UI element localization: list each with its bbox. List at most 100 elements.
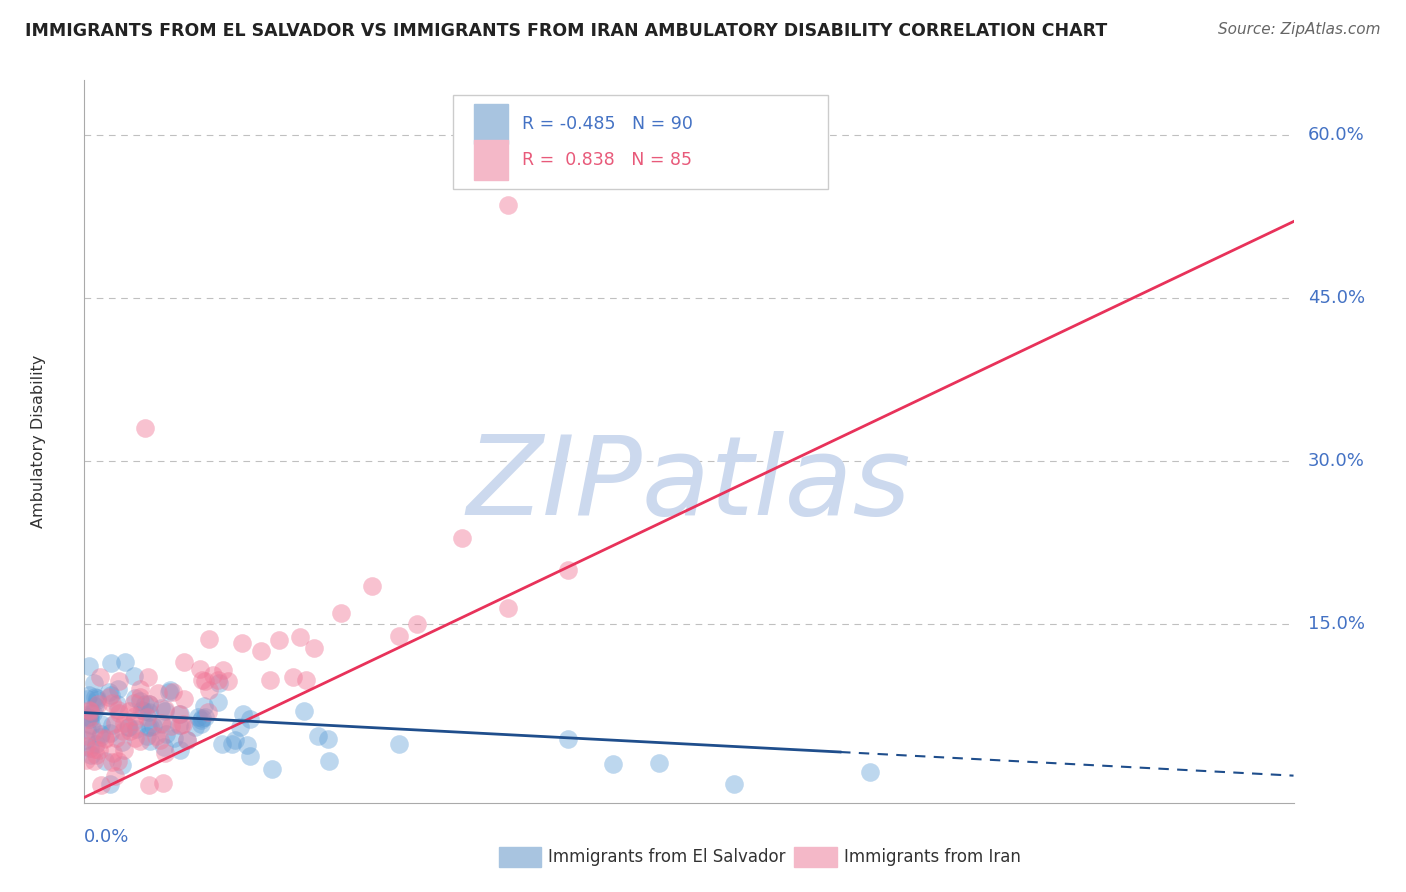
Point — [307, 729, 329, 743]
Point — [97, 685, 120, 699]
Point — [557, 731, 579, 746]
Point — [104, 769, 127, 783]
Point — [267, 633, 290, 648]
Point — [118, 720, 141, 734]
Point — [139, 720, 162, 734]
FancyBboxPatch shape — [474, 140, 508, 179]
Point — [94, 731, 117, 745]
Point — [176, 732, 198, 747]
Point — [208, 676, 231, 690]
Point — [100, 657, 122, 671]
Point — [207, 673, 229, 687]
Point — [134, 421, 156, 435]
Point — [93, 754, 115, 768]
Point — [77, 688, 100, 702]
Point — [152, 775, 174, 789]
Point — [150, 716, 173, 731]
Point — [111, 758, 134, 772]
Point — [302, 641, 325, 656]
Text: Ambulatory Disability: Ambulatory Disability — [31, 355, 46, 528]
Point — [124, 722, 146, 736]
Point — [138, 697, 160, 711]
Point — [217, 673, 239, 688]
Point — [190, 713, 212, 727]
Point — [108, 706, 131, 720]
Point — [496, 198, 519, 212]
Point — [108, 674, 131, 689]
Point — [89, 730, 111, 744]
Point — [236, 738, 259, 752]
Point — [557, 562, 579, 576]
FancyBboxPatch shape — [453, 95, 828, 189]
Text: Immigrants from Iran: Immigrants from Iran — [844, 848, 1021, 866]
Point — [105, 697, 128, 711]
Point — [89, 670, 111, 684]
Point — [79, 741, 101, 756]
Point — [77, 710, 100, 724]
Text: ZIPatlas: ZIPatlas — [467, 432, 911, 539]
Point — [84, 738, 107, 752]
Point — [194, 710, 217, 724]
Point — [169, 718, 191, 732]
Point — [184, 720, 207, 734]
Point — [723, 777, 745, 791]
Point — [83, 676, 105, 690]
Point — [169, 707, 191, 722]
Point — [260, 762, 283, 776]
Point — [191, 711, 214, 725]
Point — [114, 655, 136, 669]
Point — [114, 743, 136, 757]
Point — [139, 734, 162, 748]
Point — [159, 683, 181, 698]
Text: R =  0.838   N = 85: R = 0.838 N = 85 — [522, 151, 692, 169]
Point — [451, 531, 474, 545]
Point — [231, 636, 253, 650]
Point — [134, 697, 156, 711]
Point — [107, 682, 129, 697]
Point — [124, 708, 146, 723]
Point — [224, 732, 246, 747]
Point — [149, 733, 172, 747]
Point — [122, 714, 145, 729]
Point — [101, 755, 124, 769]
Point — [80, 747, 103, 762]
Point — [138, 779, 160, 793]
Point — [94, 732, 117, 747]
Point — [138, 697, 160, 711]
Point — [602, 756, 624, 771]
Point — [221, 737, 243, 751]
Text: 15.0%: 15.0% — [1308, 615, 1365, 632]
Point — [239, 749, 262, 764]
Point — [859, 765, 882, 780]
Point — [259, 673, 281, 688]
Point — [155, 727, 177, 741]
Point — [197, 705, 219, 719]
Point — [229, 720, 252, 734]
Point — [79, 704, 101, 718]
Point — [318, 754, 340, 768]
Point — [150, 717, 173, 731]
Point — [104, 731, 127, 746]
Point — [76, 692, 98, 706]
Point — [83, 754, 105, 768]
Text: 60.0%: 60.0% — [1308, 126, 1365, 144]
Point — [100, 726, 122, 740]
Point — [170, 718, 193, 732]
Point — [288, 631, 311, 645]
Point — [136, 710, 159, 724]
Point — [87, 697, 110, 711]
Point — [198, 632, 221, 647]
Point — [77, 713, 100, 727]
Point — [129, 734, 152, 748]
Point — [107, 754, 129, 768]
Point — [97, 690, 120, 705]
Point — [150, 701, 173, 715]
Point — [89, 743, 111, 757]
Point — [124, 669, 146, 683]
Point — [648, 756, 671, 770]
Point — [330, 607, 353, 621]
Point — [84, 699, 107, 714]
Point — [107, 703, 129, 717]
Point — [75, 753, 97, 767]
FancyBboxPatch shape — [474, 103, 508, 144]
